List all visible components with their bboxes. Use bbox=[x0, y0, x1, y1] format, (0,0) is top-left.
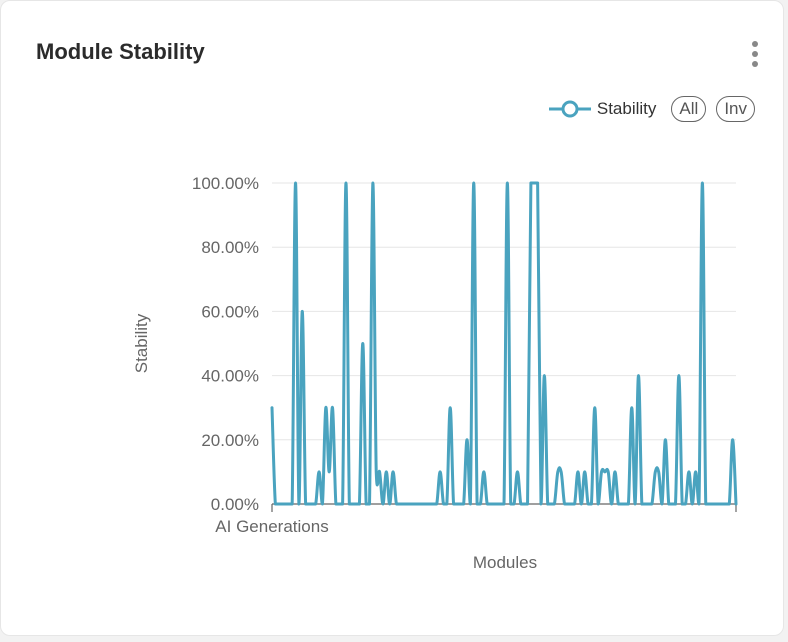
legend-item-stability[interactable]: Stability bbox=[548, 99, 657, 119]
y-tick-label: 60.00% bbox=[201, 302, 259, 321]
legend-all-button[interactable]: All bbox=[671, 96, 707, 122]
legend-label: Stability bbox=[596, 99, 657, 118]
y-tick-label: 20.00% bbox=[201, 431, 259, 450]
card-title: Module Stability bbox=[36, 39, 205, 64]
series-line-stability bbox=[270, 181, 738, 506]
y-tick-label: 0.00% bbox=[211, 495, 259, 514]
line-circle-marker-icon bbox=[548, 100, 591, 118]
more-options-icon[interactable] bbox=[745, 39, 765, 69]
y-tick-label: 40.00% bbox=[201, 367, 259, 386]
x-axis-title: Modules bbox=[473, 553, 537, 572]
y-tick-label: 80.00% bbox=[201, 238, 259, 257]
chart-legend: Stability All Inv bbox=[548, 96, 755, 122]
y-axis-title: Stability bbox=[132, 313, 151, 373]
legend-inv-button[interactable]: Inv bbox=[716, 96, 755, 122]
x-tick-label: AI Generations bbox=[215, 517, 328, 536]
y-tick-label: 100.00% bbox=[192, 174, 259, 193]
